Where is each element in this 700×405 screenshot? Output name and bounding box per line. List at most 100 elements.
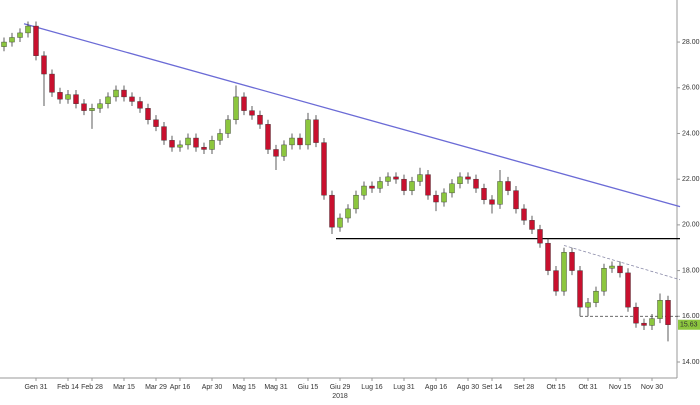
candle-body — [121, 89, 127, 98]
candle-body — [265, 124, 271, 150]
candle-body — [97, 103, 103, 109]
candle-body — [489, 199, 495, 205]
y-tick-label: 28.00 — [682, 39, 700, 46]
candle-body — [225, 119, 231, 134]
candle-body — [289, 137, 295, 146]
last-price-label: 15.63 — [680, 322, 698, 329]
candle-body — [665, 300, 671, 325]
candle-body — [505, 181, 511, 191]
candle-body — [521, 208, 527, 221]
candle-body — [17, 32, 23, 38]
x-tick-label: Apr 30 — [202, 384, 223, 391]
y-tick-label: 22.00 — [682, 176, 700, 183]
candle-body — [609, 265, 615, 269]
x-tick-label: Lug 16 — [361, 384, 383, 391]
candle-body — [145, 108, 151, 120]
candle-body — [553, 270, 559, 292]
candle-body — [481, 188, 487, 200]
candle-body — [25, 25, 31, 34]
x-tick-label: Apr 16 — [170, 384, 191, 391]
y-tick-label: 16.00 — [682, 313, 700, 320]
candle-body — [249, 110, 255, 116]
candle-body — [73, 94, 79, 104]
y-tick-label: 20.00 — [682, 222, 700, 229]
candle-body — [273, 149, 279, 157]
candle-body — [585, 302, 591, 308]
candle-body — [497, 181, 503, 205]
x-tick-label: Lug 31 — [393, 384, 415, 391]
candle-body — [353, 194, 359, 210]
candle-body — [561, 252, 567, 292]
x-tick-label: Set 14 — [482, 384, 502, 391]
candle-body — [233, 96, 239, 120]
candle-body — [169, 140, 175, 148]
candle-body — [617, 265, 623, 274]
candle-body — [425, 174, 431, 196]
candle-body — [57, 92, 63, 100]
candle-body — [33, 25, 39, 56]
candle-body — [577, 270, 583, 308]
candle-body — [337, 217, 343, 228]
x-tick-label: Mag 31 — [264, 384, 287, 391]
candle-body — [649, 318, 655, 326]
year-label: 2018 — [332, 393, 348, 400]
candle-body — [537, 229, 543, 244]
x-tick-label: Mar 15 — [113, 384, 135, 391]
candle-body — [305, 119, 311, 146]
x-tick-label: Giu 29 — [330, 384, 351, 391]
candle-body — [513, 190, 519, 210]
x-tick-label: Gen 31 — [25, 384, 48, 391]
candle-body — [465, 176, 471, 180]
candle-body — [81, 103, 87, 111]
candle-body — [345, 208, 351, 219]
trend-line — [563, 245, 681, 281]
candle-body — [377, 181, 383, 189]
x-tick-label: Giu 15 — [298, 384, 319, 391]
candle-body — [329, 194, 335, 228]
y-tick-label: 14.00 — [682, 359, 700, 366]
candle-body — [41, 55, 47, 75]
x-tick-label: Ago 16 — [425, 384, 447, 391]
trend-line — [23, 23, 681, 208]
x-tick-label: Nov 30 — [641, 384, 663, 391]
x-tick-label: Ott 15 — [546, 384, 565, 391]
candle-body — [593, 290, 599, 303]
candle-body — [473, 178, 479, 189]
candle-body — [601, 268, 607, 292]
candle-body — [113, 89, 119, 98]
candle-body — [657, 300, 663, 319]
candle-body — [529, 220, 535, 230]
candle-body — [193, 137, 199, 148]
x-tick-label: Feb 28 — [81, 384, 103, 391]
candle-body — [161, 126, 167, 141]
candle-body — [321, 142, 327, 196]
candle-body — [545, 242, 551, 271]
candle-body — [49, 73, 55, 93]
y-tick-label: 24.00 — [682, 130, 700, 137]
candle-body — [217, 133, 223, 141]
candle-body — [185, 137, 191, 146]
x-tick-label: Mar 29 — [145, 384, 167, 391]
candle-body — [361, 185, 367, 196]
candle-body — [441, 192, 447, 203]
candle-body — [153, 119, 159, 127]
candle-body — [137, 101, 143, 109]
candle-body — [105, 96, 111, 104]
candle-body — [201, 146, 207, 150]
candle-body — [313, 119, 319, 143]
x-tick-label: Mag 15 — [232, 384, 255, 391]
candle-body — [129, 96, 135, 102]
candle-body — [241, 96, 247, 111]
candle-body — [9, 37, 15, 43]
candle-body — [257, 114, 263, 125]
last-price-box — [678, 319, 700, 330]
candle-body — [281, 144, 287, 157]
x-tick-label: Set 28 — [514, 384, 534, 391]
candle-body — [297, 137, 303, 146]
candle-body — [401, 178, 407, 191]
candle-body — [209, 140, 215, 150]
x-tick-label: Nov 15 — [609, 384, 631, 391]
candle-body — [409, 181, 415, 191]
